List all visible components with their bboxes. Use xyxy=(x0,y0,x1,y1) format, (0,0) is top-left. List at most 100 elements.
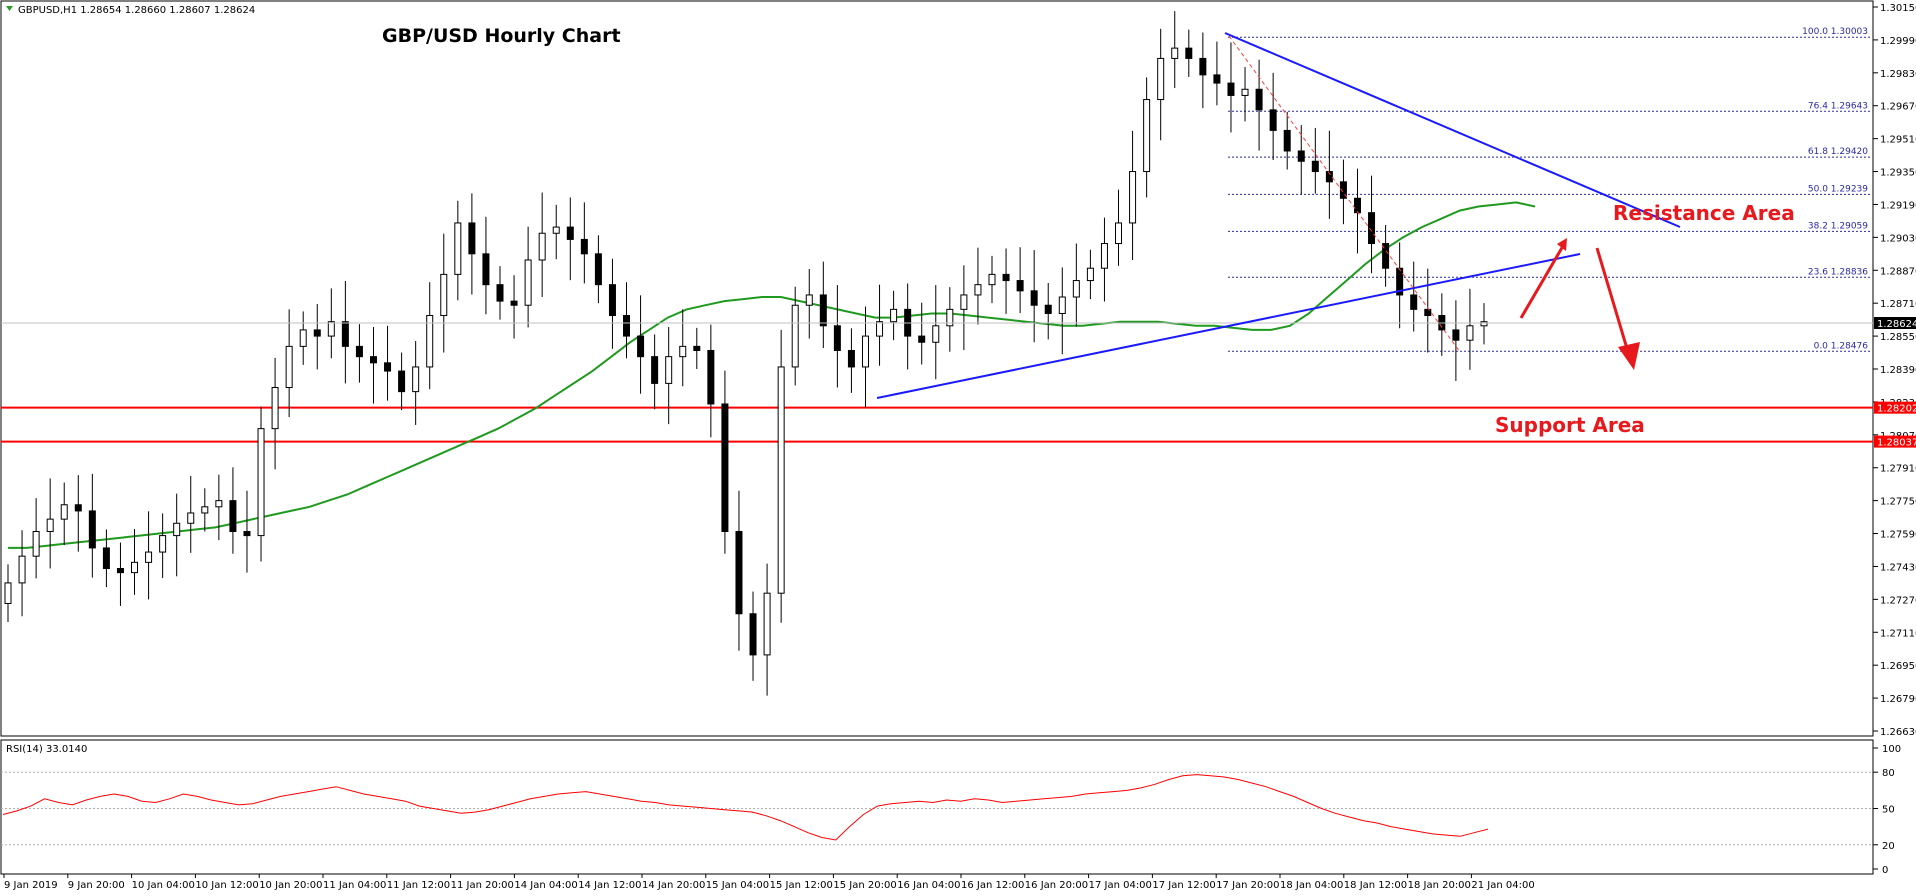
down-arrow-line xyxy=(1595,247,1630,353)
candle-body-73 xyxy=(1030,290,1038,306)
candle-body-15 xyxy=(215,500,223,508)
candle-body-19 xyxy=(271,387,279,430)
time-label-22: 18 Jan 20:00 xyxy=(1408,880,1471,891)
candle-body-97 xyxy=(1368,212,1376,245)
fib-label-0: 100.0 1.30003 xyxy=(1802,27,1868,37)
price-tick-label-10: 1.28550 xyxy=(1880,332,1916,343)
time-label-20: 18 Jan 04:00 xyxy=(1280,880,1343,891)
candle-body-39 xyxy=(552,226,560,234)
candle-body-8 xyxy=(116,568,124,574)
candle-body-35 xyxy=(496,284,504,302)
candle-body-47 xyxy=(665,356,673,384)
price-tick-label-9: 1.28710 xyxy=(1880,299,1916,310)
fibonacci-retracement: 100.0 1.30003 76.4 1.29643 61.8 1.29420 50.… xyxy=(1228,27,1872,352)
candle-body-54 xyxy=(763,592,771,656)
price-tick-label-19: 1.27110 xyxy=(1880,628,1916,639)
price-tick-label-8: 1.28870 xyxy=(1880,266,1916,277)
candlesticks xyxy=(4,11,1488,696)
price-tick-label-4: 1.29510 xyxy=(1880,135,1916,146)
time-label-23: 21 Jan 04:00 xyxy=(1471,880,1534,891)
time-label-7: 11 Jan 20:00 xyxy=(451,880,514,891)
candle-body-12 xyxy=(173,522,181,537)
candle-body-67 xyxy=(946,308,954,327)
time-label-21: 18 Jan 12:00 xyxy=(1344,880,1407,891)
price-tick-label-11: 1.28390 xyxy=(1880,365,1916,376)
candle-body-42 xyxy=(594,253,602,286)
time-label-3: 10 Jan 12:00 xyxy=(195,880,258,891)
candle-body-16 xyxy=(229,500,237,532)
candle-body-50 xyxy=(707,349,715,405)
time-label-15: 16 Jan 12:00 xyxy=(961,880,1024,891)
price-tick-label-2: 1.29830 xyxy=(1880,69,1916,80)
candle-body-36 xyxy=(510,300,518,306)
candle-body-33 xyxy=(468,222,476,255)
candle-body-38 xyxy=(538,232,546,261)
time-label-13: 15 Jan 20:00 xyxy=(833,880,896,891)
candle-body-103 xyxy=(1452,329,1460,341)
candle-body-100 xyxy=(1410,294,1418,310)
candle-body-21 xyxy=(299,329,307,347)
rsi-tick-label-0: 100 xyxy=(1882,744,1901,755)
candle-body-58 xyxy=(819,294,827,327)
fib-label-6: 0.0 1.28476 xyxy=(1814,341,1869,351)
candle-body-5 xyxy=(74,504,82,512)
candle-body-48 xyxy=(679,345,687,358)
symbol-info: GBPUSD,H1 1.28654 1.28660 1.28607 1.2862… xyxy=(18,5,255,16)
candle-body-23 xyxy=(327,321,335,337)
fib-label-4: 38.2 1.29059 xyxy=(1808,221,1868,231)
candle-body-31 xyxy=(440,273,448,317)
rsi-info: RSI(14) 33.0140 xyxy=(6,744,87,755)
candle-body-46 xyxy=(651,356,659,384)
candle-body-93 xyxy=(1311,160,1319,173)
candle-body-56 xyxy=(791,304,799,368)
candle-body-70 xyxy=(988,273,996,286)
price-tick-label-5: 1.29350 xyxy=(1880,168,1916,179)
candle-body-89 xyxy=(1255,88,1263,111)
candle-body-79 xyxy=(1115,222,1123,245)
price-tick-label-21: 1.26790 xyxy=(1880,694,1916,705)
up-arrow-head xyxy=(1557,238,1567,251)
candle-body-96 xyxy=(1353,197,1361,214)
candle-body-49 xyxy=(693,345,701,351)
time-label-16: 16 Jan 20:00 xyxy=(1025,880,1088,891)
candle-body-92 xyxy=(1297,150,1305,162)
rsi-frame xyxy=(0,739,1874,875)
candle-body-95 xyxy=(1339,181,1347,199)
time-label-10: 14 Jan 20:00 xyxy=(642,880,705,891)
candle-body-53 xyxy=(749,613,757,656)
fib-label-2: 61.8 1.29420 xyxy=(1808,147,1868,157)
rsi-tick-label-3: 20 xyxy=(1882,841,1895,852)
candle-body-24 xyxy=(341,321,349,347)
candle-body-1 xyxy=(18,555,26,584)
candle-body-84 xyxy=(1185,47,1193,59)
candle-body-57 xyxy=(805,294,813,306)
main-chart-frame xyxy=(0,0,1874,737)
time-label-1: 9 Jan 20:00 xyxy=(68,880,125,891)
price-tick-label-16: 1.27590 xyxy=(1880,530,1916,541)
rising-trend-line xyxy=(876,253,1581,399)
candle-body-77 xyxy=(1086,267,1094,282)
candle-body-76 xyxy=(1072,280,1080,298)
price-tick-label-14: 1.27910 xyxy=(1880,464,1916,475)
candle-body-4 xyxy=(60,504,68,520)
candle-body-17 xyxy=(243,530,251,537)
resistance-annotation: Resistance Area xyxy=(1613,201,1795,225)
candle-body-29 xyxy=(412,366,420,393)
candle-body-37 xyxy=(524,259,532,306)
rsi-line xyxy=(2,774,1489,841)
candle-body-3 xyxy=(46,518,54,532)
price-tick-label-3: 1.29670 xyxy=(1880,102,1916,113)
candle-body-55 xyxy=(777,366,785,594)
candle-body-60 xyxy=(847,349,855,368)
candle-body-28 xyxy=(398,370,406,393)
candle-body-30 xyxy=(426,315,434,368)
rsi-tick-label-2: 50 xyxy=(1882,805,1895,816)
candle-body-65 xyxy=(918,335,926,343)
candle-body-9 xyxy=(131,561,139,574)
price-tick-label-20: 1.26950 xyxy=(1880,661,1916,672)
price-tick-label-0: 1.30150 xyxy=(1880,3,1916,14)
candle-body-20 xyxy=(285,345,293,389)
candle-body-68 xyxy=(960,294,968,310)
support-tag-label-1: 1.28037 xyxy=(1877,438,1916,449)
